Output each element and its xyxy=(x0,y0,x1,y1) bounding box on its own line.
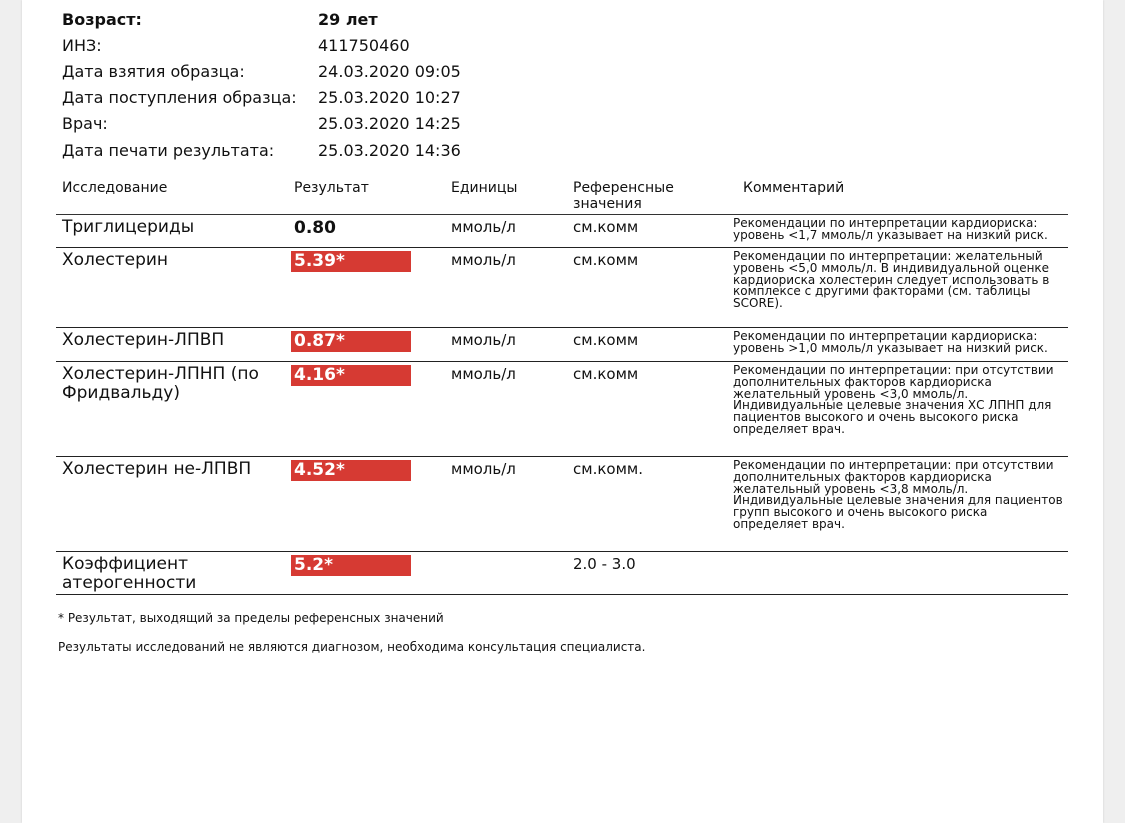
comment: Рекомендации по интерпретации: при отсут… xyxy=(727,361,1068,457)
info-row: ИНЗ: 411750460 xyxy=(62,32,461,58)
info-value: 29 лет xyxy=(318,9,378,29)
test-name: Холестерин xyxy=(56,247,288,328)
result-value: 4.16* xyxy=(291,365,411,386)
reference: см.комм xyxy=(567,247,727,328)
unit xyxy=(445,551,567,595)
table-row: Коэффициент атерогенности 5.2* 2.0 - 3.0 xyxy=(56,551,1068,595)
result-value: 0.87* xyxy=(291,331,411,352)
table-row: Холестерин-ЛПВП 0.87* ммоль/л см.комм Ре… xyxy=(56,327,1068,362)
comment: Рекомендации по интерпретации кардиориск… xyxy=(727,327,1068,362)
report-page: Возраст: 29 лет ИНЗ: 411750460 Дата взятия о… xyxy=(22,0,1103,823)
info-label: Врач: xyxy=(62,114,108,134)
table-row: Холестерин-ЛПНП (по Фридвальду) 4.16* мм… xyxy=(56,361,1068,457)
info-row: Возраст: 29 лет xyxy=(62,6,461,32)
result-value: 5.2* xyxy=(291,555,411,576)
comment xyxy=(727,551,1068,595)
result-value: 0.80 xyxy=(294,218,336,238)
info-row: Врач: 25.03.2020 14:25 xyxy=(62,111,461,137)
unit: ммоль/л xyxy=(445,361,567,457)
test-name: Холестерин-ЛПВП xyxy=(56,327,288,362)
header-test: Исследование xyxy=(56,178,288,215)
reference: 2.0 - 3.0 xyxy=(567,551,727,595)
info-value: 25.03.2020 10:27 xyxy=(318,88,461,108)
info-value: 24.03.2020 09:05 xyxy=(318,61,461,81)
table-row: Холестерин не-ЛПВП 4.52* ммоль/л см.комм… xyxy=(56,456,1068,552)
unit: ммоль/л xyxy=(445,456,567,552)
result-value: 5.39* xyxy=(291,251,411,272)
info-value: 25.03.2020 14:25 xyxy=(318,114,461,134)
info-row: Дата поступления образца: 25.03.2020 10:2… xyxy=(62,85,461,111)
results-table: Исследование Результат Единицы Референсн… xyxy=(56,178,1068,595)
info-row: Дата печати результата: 25.03.2020 14:36 xyxy=(62,137,461,163)
info-value: 411750460 xyxy=(318,35,410,55)
comment: Рекомендации по интерпретации: при отсут… xyxy=(727,456,1068,552)
reference: см.комм xyxy=(567,327,727,362)
info-value: 25.03.2020 14:36 xyxy=(318,140,461,160)
unit: ммоль/л xyxy=(445,247,567,328)
comment: Рекомендации по интерпретации: желательн… xyxy=(727,247,1068,328)
table-row: Холестерин 5.39* ммоль/л см.комм Рекомен… xyxy=(56,247,1068,328)
header-reference: Референсные значения xyxy=(567,178,727,215)
info-label: Дата поступления образца: xyxy=(62,88,297,108)
result-cell: 4.52* xyxy=(288,456,445,552)
result-value: 4.52* xyxy=(291,460,411,481)
result-cell: 5.39* xyxy=(288,247,445,328)
reference: см.комм xyxy=(567,214,727,248)
info-label: ИНЗ: xyxy=(62,35,102,55)
result-cell: 0.80 xyxy=(288,214,445,248)
result-cell: 4.16* xyxy=(288,361,445,457)
test-name: Триглицериды xyxy=(56,214,288,248)
table-header: Исследование Результат Единицы Референсн… xyxy=(56,178,1068,215)
info-row: Дата взятия образца: 24.03.2020 09:05 xyxy=(62,58,461,84)
info-label: Дата взятия образца: xyxy=(62,61,245,81)
reference: см.комм. xyxy=(567,456,727,552)
unit: ммоль/л xyxy=(445,327,567,362)
unit: ммоль/л xyxy=(445,214,567,248)
disclaimer: Результаты исследований не являются диаг… xyxy=(58,640,646,654)
reference: см.комм xyxy=(567,361,727,457)
header-units: Единицы xyxy=(445,178,567,215)
test-name: Холестерин-ЛПНП (по Фридвальду) xyxy=(56,361,288,457)
comment: Рекомендации по интерпретации кардиориск… xyxy=(727,214,1068,248)
test-name: Холестерин не-ЛПВП xyxy=(56,456,288,552)
result-cell: 0.87* xyxy=(288,327,445,362)
footnote: * Результат, выходящий за пределы рефере… xyxy=(58,611,444,625)
info-label: Возраст: xyxy=(62,9,142,29)
header-result: Результат xyxy=(288,178,445,215)
result-cell: 5.2* xyxy=(288,551,445,595)
info-label: Дата печати результата: xyxy=(62,140,275,160)
header-comment: Комментарий xyxy=(727,178,1068,215)
patient-info: Возраст: 29 лет ИНЗ: 411750460 Дата взятия о… xyxy=(62,6,461,163)
test-name: Коэффициент атерогенности xyxy=(56,551,288,595)
table-row: Триглицериды 0.80 ммоль/л см.комм Рекоме… xyxy=(56,214,1068,248)
